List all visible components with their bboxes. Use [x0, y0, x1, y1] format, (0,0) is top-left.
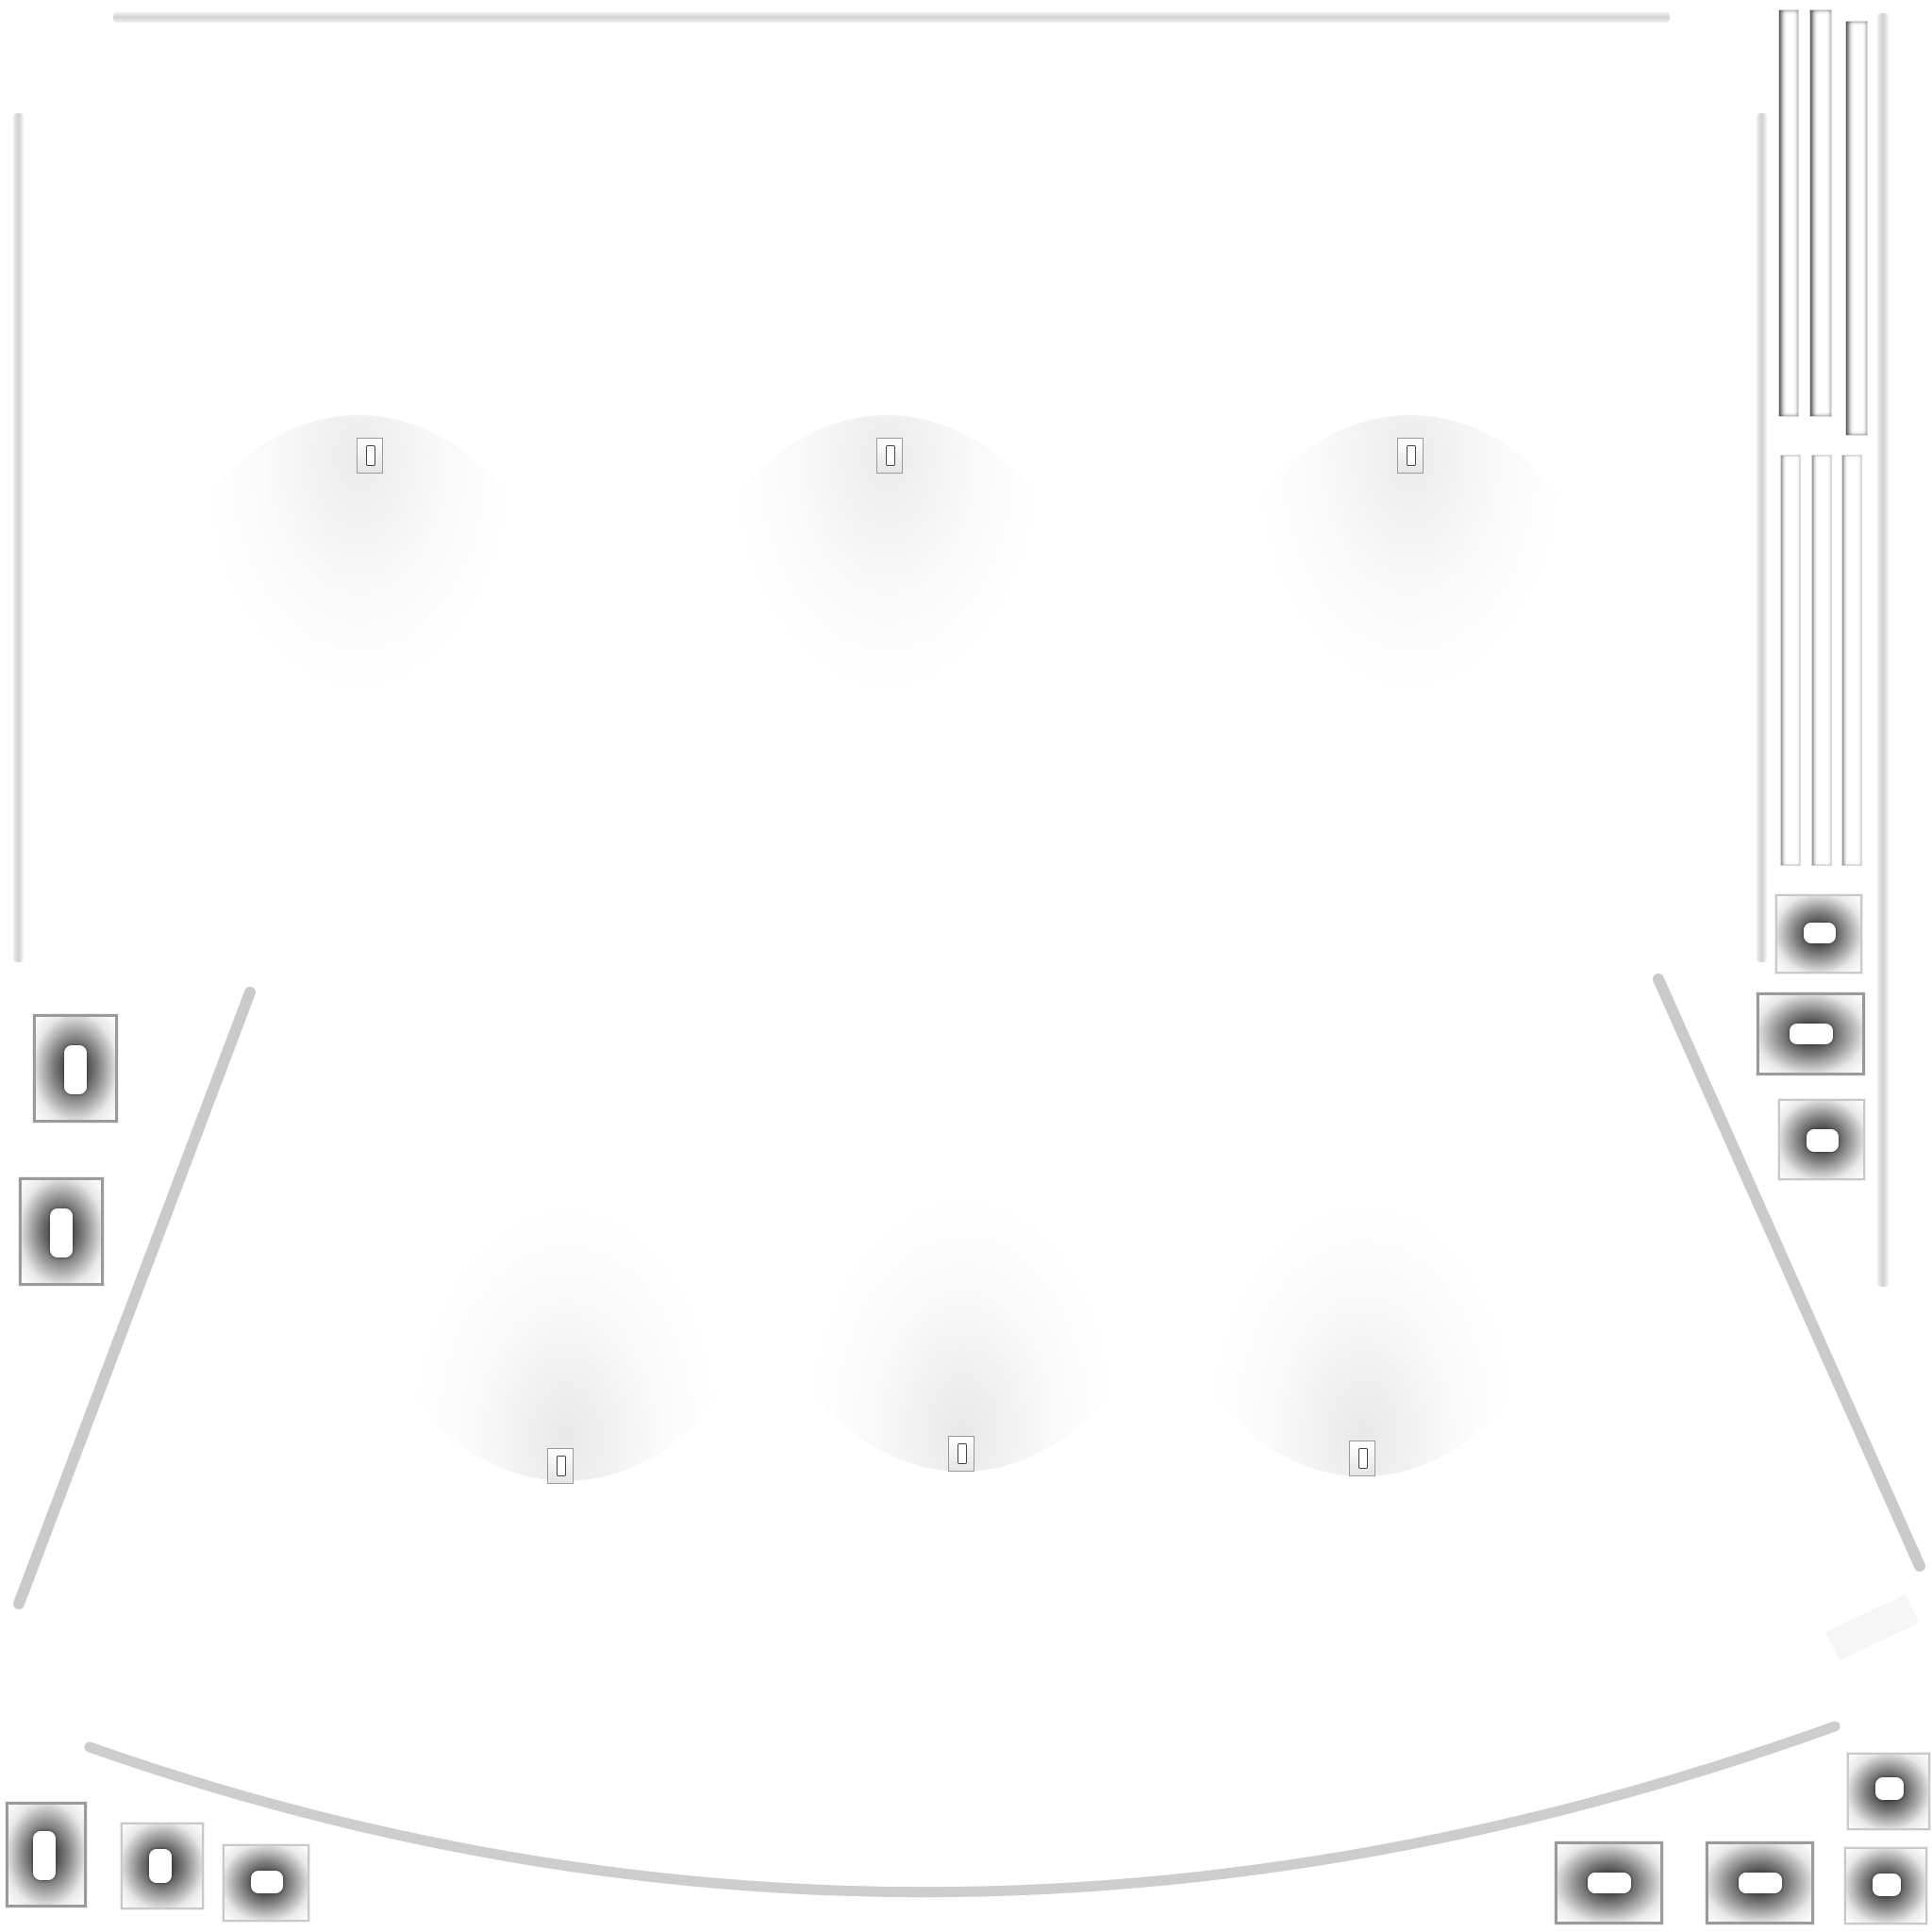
- hook-top-2: [876, 438, 903, 474]
- hook-bottom-1: [547, 1448, 574, 1484]
- right-inner-edge-strip: [1757, 113, 1767, 962]
- right-diagonal-edge: [1653, 974, 1925, 1572]
- hook-top-3: [1397, 438, 1424, 474]
- clip-pad-right-3: [1778, 1099, 1865, 1180]
- clip-pad-right-2: [1757, 992, 1865, 1075]
- channel-bar-5: [1811, 455, 1832, 866]
- channel-bar-3: [1845, 21, 1868, 436]
- clip-pad-right-1: [1775, 894, 1862, 974]
- hook-bottom-2: [948, 1436, 974, 1472]
- clip-pad-left-2: [19, 1177, 104, 1286]
- channel-bar-4: [1780, 455, 1801, 866]
- clip-pad-bottom-left-1: [6, 1802, 87, 1907]
- hook-bottom-3: [1349, 1441, 1375, 1476]
- channel-bar-6: [1841, 455, 1862, 866]
- bottom-arc-edge: [84, 1721, 1840, 1898]
- left-diagonal-edge: [13, 987, 256, 1609]
- channel-bar-1: [1778, 9, 1799, 417]
- clip-pad-bottom-right-3: [1844, 1847, 1927, 1924]
- clip-pad-left-1: [33, 1014, 118, 1123]
- bottom-right-facet: [1825, 1594, 1920, 1660]
- channel-bar-2: [1809, 9, 1832, 417]
- right-outer-edge-strip: [1877, 13, 1889, 1287]
- left-edge-strip: [13, 113, 24, 962]
- clip-pad-bottom-right-1: [1555, 1841, 1663, 1924]
- clip-pad-bottom-right-2: [1706, 1841, 1814, 1924]
- top-edge-strip: [113, 12, 1670, 23]
- clip-pad-bottom-right-4: [1847, 1753, 1930, 1830]
- hook-top-1: [357, 438, 383, 474]
- clip-pad-bottom-left-3: [223, 1844, 309, 1922]
- clip-pad-bottom-left-2: [121, 1823, 204, 1909]
